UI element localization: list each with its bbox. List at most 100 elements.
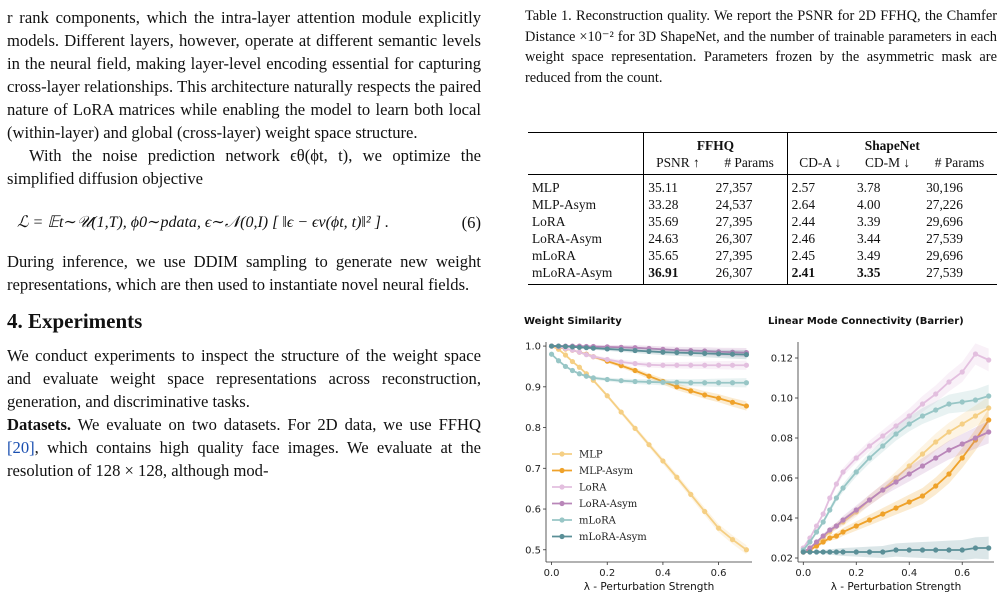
table-cell: 2.41 <box>786 264 853 285</box>
series-mlora <box>800 384 992 553</box>
data-point <box>813 529 820 535</box>
table-cell: 2.45 <box>786 247 853 264</box>
equation-body: ℒ = 𝔼t∼𝒰(1,T), ϕ0∼pdata, ϵ∼𝒩(0,I) [ ‖ϵ −… <box>17 213 389 231</box>
table-cell: 35.11 <box>643 174 712 196</box>
data-point <box>729 399 736 405</box>
data-point <box>893 547 899 553</box>
x-axis-label: λ - Perturbation Strength <box>584 581 714 593</box>
data-point <box>986 357 992 363</box>
data-point <box>946 547 952 553</box>
data-point <box>840 529 846 535</box>
data-point <box>660 349 666 355</box>
data-point <box>833 533 840 539</box>
data-point <box>833 495 840 501</box>
data-point <box>813 539 820 545</box>
legend-swatch-marker <box>559 484 565 490</box>
data-point <box>820 511 826 517</box>
data-point <box>800 549 806 555</box>
legend-label: LoRA <box>579 483 607 494</box>
data-point <box>893 423 899 429</box>
table-cell: 3.44 <box>856 231 881 246</box>
paragraph-inference: During inference, we use DDIM sampling t… <box>7 252 481 294</box>
data-point <box>632 367 638 374</box>
table-row: MLP-Asym 33.28 24,537 2.64 4.00 27,226 <box>528 196 997 213</box>
legend-label: LoRA-Asym <box>579 499 638 510</box>
data-point <box>729 380 736 386</box>
data-point <box>569 358 576 365</box>
series-mlora-asym <box>800 536 992 560</box>
data-point <box>946 429 952 435</box>
data-point <box>827 495 833 501</box>
row-method-name: MLP <box>532 180 560 195</box>
data-point <box>646 379 652 385</box>
column-header-method <box>528 154 644 175</box>
legend-swatch-marker <box>559 500 565 507</box>
data-point <box>813 549 820 555</box>
column-header-ffhq-params: # Params <box>711 154 788 175</box>
data-point <box>919 493 926 499</box>
data-point <box>986 545 992 551</box>
data-point <box>569 367 576 374</box>
data-point <box>893 479 899 485</box>
data-point <box>919 463 926 469</box>
x-tick-label: 0.6 <box>954 568 970 579</box>
data-point <box>576 364 583 370</box>
table-cell: 4.00 <box>856 197 881 212</box>
data-point <box>715 362 722 368</box>
table-cell: 2.57 <box>786 174 853 196</box>
data-point <box>933 483 939 489</box>
data-point <box>569 344 576 350</box>
table-cell: 27,357 <box>715 180 753 195</box>
datasets-text-b: , which contains high quality face image… <box>7 438 481 480</box>
data-point <box>933 547 939 553</box>
data-point <box>833 523 840 529</box>
chart-linear-mode-connectivity: Linear Mode Connectivity (Barrier) 0.02 0.… <box>764 310 1000 600</box>
paragraph-lora-structure: r rank components, which the intra-layer… <box>7 8 481 142</box>
data-point <box>906 413 912 419</box>
data-point <box>590 354 596 360</box>
data-point <box>807 549 813 555</box>
y-tick-label: 0.9 <box>525 382 541 393</box>
data-point <box>840 517 846 523</box>
data-point <box>853 549 859 555</box>
data-point <box>729 362 736 368</box>
data-point <box>729 536 736 543</box>
data-point <box>972 351 979 357</box>
table-cell: 27,226 <box>926 197 963 212</box>
paragraph-experiments-intro: We conduct experiments to inspect the st… <box>7 346 481 411</box>
data-point <box>972 435 979 441</box>
data-point <box>646 362 652 368</box>
data-point <box>688 380 694 386</box>
row-method-name: mLoRA-Asym <box>528 264 644 285</box>
series-mlora <box>548 351 750 388</box>
data-point <box>813 543 820 549</box>
data-point <box>632 360 638 367</box>
data-point <box>880 511 886 517</box>
data-point <box>933 407 939 413</box>
data-point <box>880 443 886 449</box>
data-point <box>840 469 846 475</box>
group-header-shapenet: ShapeNet <box>786 132 997 154</box>
data-point <box>827 507 833 513</box>
data-point <box>933 455 939 461</box>
data-point <box>660 379 666 385</box>
data-point <box>866 443 873 449</box>
row-method-name: LoRA-Asym <box>532 231 602 246</box>
data-point <box>827 535 833 541</box>
series-confidence-band <box>551 346 747 370</box>
data-point <box>688 350 694 356</box>
y-tick-label: 1.0 <box>525 342 541 353</box>
data-point <box>632 378 638 385</box>
data-point <box>840 485 846 491</box>
row-method-name: MLP-Asym <box>532 197 596 212</box>
citation-link[interactable]: [20] <box>7 438 35 457</box>
series-confidence-band <box>803 343 989 548</box>
group-header-ffhq: FFHQ <box>643 132 788 154</box>
table-cell: 27,395 <box>715 214 753 229</box>
data-point <box>919 401 926 407</box>
data-point <box>702 508 708 515</box>
x-tick-label: 0.6 <box>711 568 727 579</box>
data-point <box>743 362 750 368</box>
data-point <box>702 380 708 386</box>
data-point <box>959 441 965 447</box>
